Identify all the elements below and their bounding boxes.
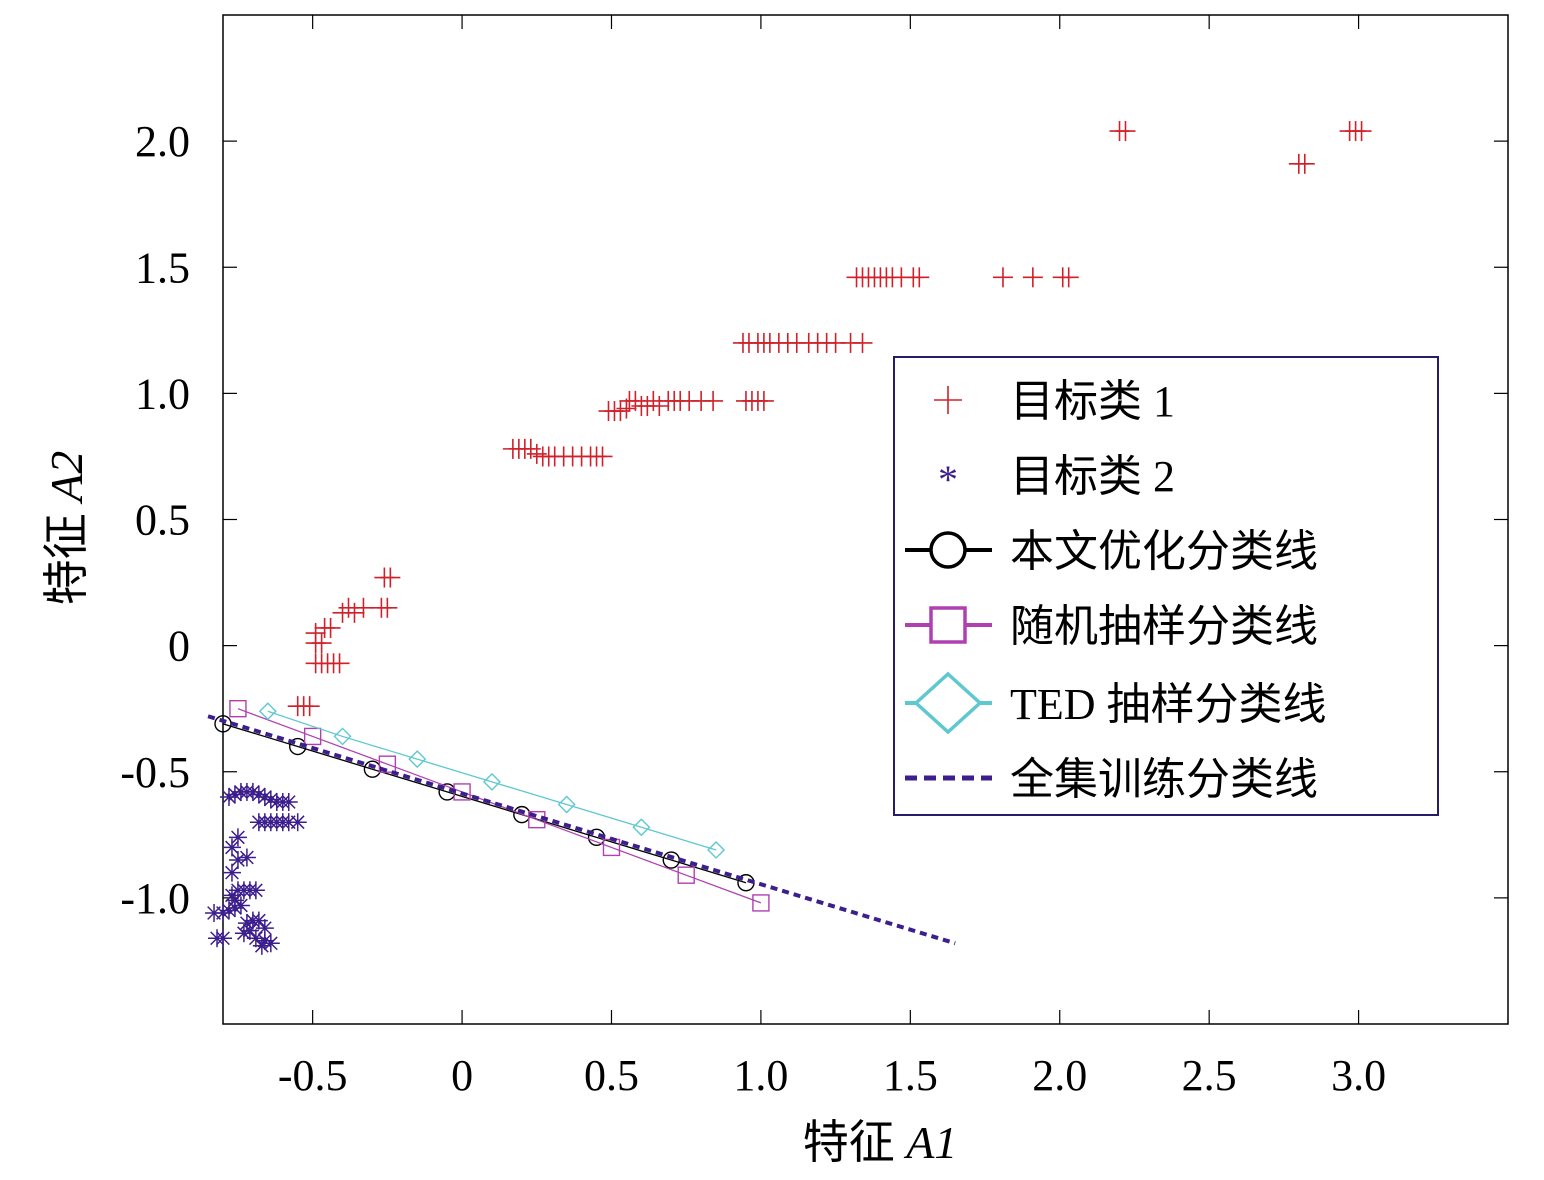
data-point — [1058, 267, 1079, 288]
series-0 — [287, 121, 1372, 717]
x-tick-label: 2.5 — [1182, 1051, 1237, 1100]
data-point — [707, 840, 726, 859]
series-4 — [258, 702, 726, 859]
data-point — [288, 813, 307, 832]
data-point — [252, 936, 271, 955]
y-tick-label: 0 — [168, 622, 190, 671]
data-point — [408, 750, 427, 769]
legend-marker-swatch — [913, 671, 983, 735]
data-point — [311, 633, 332, 654]
legend-item: * 目标类 2 — [938, 452, 1175, 502]
x-tick-label: 0 — [451, 1051, 473, 1100]
data-point — [258, 702, 277, 721]
data-point — [237, 848, 256, 867]
data-point — [632, 818, 651, 837]
legend-label: 目标类 2 — [1010, 452, 1175, 501]
series-1 — [205, 782, 307, 955]
x-tick-label: 1.0 — [733, 1051, 788, 1100]
tick-labels: -0.5 0 0.5 1.0 1.5 2.0 2.5 3.0 -1.0 -0.5 0 0.5 1.0 1.… — [120, 117, 1386, 1100]
series-line — [267, 710, 717, 851]
y-tick-label: 2.0 — [135, 117, 190, 166]
x-tick-label: 2.0 — [1032, 1051, 1087, 1100]
data-point — [1351, 121, 1372, 142]
axis-ticks — [223, 15, 1508, 1024]
y-tick-label: 0.5 — [135, 496, 190, 545]
data-point — [299, 696, 320, 717]
x-tick-label: 3.0 — [1331, 1051, 1386, 1100]
y-tick-label: -1.0 — [120, 874, 190, 923]
data-point — [992, 267, 1013, 288]
x-axis-label: 特征 A1 — [803, 1117, 958, 1168]
data-point — [677, 866, 695, 884]
data-point — [246, 881, 265, 900]
data-point — [279, 793, 298, 812]
legend-label: 本文优化分类线 — [1010, 527, 1318, 576]
legend-label: 目标类 1 — [1010, 377, 1175, 426]
data-point — [228, 828, 247, 847]
data-point — [222, 838, 241, 857]
data-point — [753, 390, 774, 411]
data-point — [303, 727, 322, 746]
data-point — [616, 398, 637, 419]
data-point — [305, 623, 326, 644]
data-point — [852, 332, 873, 353]
data-point — [353, 597, 374, 618]
legend-label: 随机抽样分类线 — [1010, 602, 1318, 651]
legend-label: TED 抽样分类线 — [1010, 680, 1327, 729]
data-point — [380, 567, 401, 588]
legend-item: 随机抽样分类线 — [905, 602, 1318, 651]
data-point — [333, 727, 352, 746]
data-point — [703, 390, 724, 411]
series-line — [207, 714, 956, 946]
data-point — [229, 699, 247, 718]
legend-item: 目标类 1 — [934, 377, 1175, 426]
x-tick-label: 1.5 — [883, 1051, 938, 1100]
data-point — [344, 602, 365, 623]
legend-marker-swatch — [929, 606, 967, 644]
data-point — [1022, 267, 1043, 288]
legend-marker-swatch — [934, 386, 962, 414]
series-layer — [205, 121, 1372, 955]
data-point — [1115, 121, 1136, 142]
data-point — [909, 267, 930, 288]
data-point — [482, 772, 501, 791]
data-point — [378, 755, 397, 773]
data-point — [649, 395, 670, 416]
data-point — [249, 911, 268, 930]
data-point — [225, 891, 244, 910]
y-tick-label: 1.0 — [135, 369, 190, 418]
y-tick-label: 1.5 — [135, 243, 190, 292]
data-point — [234, 924, 253, 943]
legend-label: 全集训练分类线 — [1010, 755, 1318, 804]
data-point — [752, 894, 770, 912]
data-point — [329, 653, 350, 674]
data-point — [246, 929, 265, 948]
legend-item: 全集训练分类线 — [905, 755, 1318, 804]
data-point — [557, 795, 576, 814]
series-line — [222, 723, 747, 884]
data-point — [214, 929, 232, 948]
legend-marker-swatch: * — [938, 457, 958, 502]
legend-box — [893, 356, 1439, 816]
legend-marker-swatch — [929, 531, 967, 569]
data-point — [377, 597, 398, 618]
legend-item: 本文优化分类线 — [905, 527, 1318, 576]
data-point — [592, 446, 613, 467]
x-tick-label: -0.5 — [278, 1051, 348, 1100]
y-axis-label: 特征 A2 — [41, 451, 92, 606]
legend-item: TED 抽样分类线 — [905, 671, 1327, 735]
data-point — [1294, 153, 1315, 174]
data-point — [320, 617, 341, 638]
x-tick-label: 0.5 — [584, 1051, 639, 1100]
y-tick-label: -0.5 — [120, 748, 190, 797]
series-5 — [207, 714, 956, 946]
